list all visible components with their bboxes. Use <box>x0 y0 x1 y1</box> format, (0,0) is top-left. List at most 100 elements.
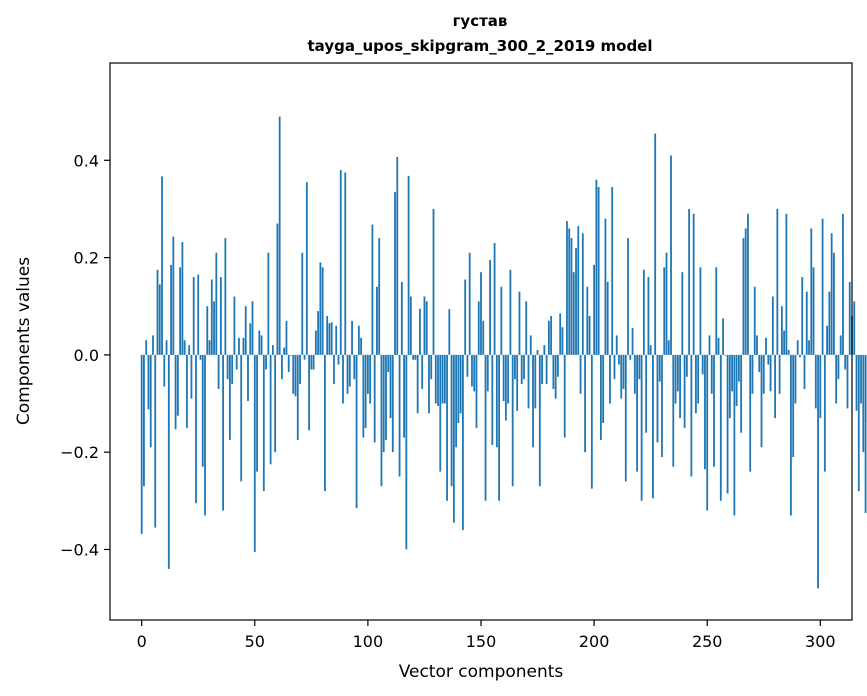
bar <box>430 354 433 380</box>
bar <box>145 340 148 355</box>
x-axis-label: Vector components <box>399 662 564 682</box>
bar <box>183 340 186 355</box>
bar <box>747 213 749 355</box>
bar <box>726 354 729 494</box>
bar <box>593 264 596 355</box>
bar <box>450 354 453 487</box>
bar <box>826 325 829 355</box>
bar <box>305 182 308 355</box>
x-axis: 0 50 100 150 200 250 300 <box>137 620 836 651</box>
bar <box>403 354 405 438</box>
bar <box>140 354 143 534</box>
bar <box>538 354 541 487</box>
bar <box>498 354 500 501</box>
bar <box>448 309 451 355</box>
bar <box>572 272 575 355</box>
bar <box>681 272 684 355</box>
bar <box>588 315 591 355</box>
y-axis: −0.4 −0.2 0.0 0.2 0.4 <box>60 151 110 559</box>
bar <box>452 354 455 523</box>
bar <box>394 191 396 355</box>
bar <box>545 354 548 385</box>
y-tick-label: −0.2 <box>60 443 99 462</box>
bar <box>541 354 543 385</box>
bar <box>688 208 691 355</box>
bar <box>256 354 258 472</box>
bar <box>376 286 378 355</box>
bar <box>532 354 534 448</box>
bar <box>147 354 150 410</box>
bar <box>419 308 421 355</box>
bar <box>864 354 867 513</box>
bar <box>527 354 530 409</box>
bar <box>783 330 786 355</box>
bar <box>163 354 166 387</box>
bar <box>857 354 860 492</box>
bar <box>396 156 399 355</box>
bar <box>158 284 161 355</box>
bar <box>622 354 625 389</box>
bar <box>204 354 206 516</box>
bar <box>514 354 516 380</box>
bar <box>278 116 281 355</box>
bar <box>516 354 519 411</box>
bar <box>559 313 562 355</box>
bar <box>699 267 702 355</box>
bar <box>518 291 521 355</box>
y-tick-label: 0.4 <box>74 151 99 170</box>
bar <box>774 354 776 419</box>
bar <box>412 354 415 360</box>
bar <box>848 281 851 355</box>
bar <box>391 354 394 453</box>
bar <box>618 354 620 365</box>
bar <box>265 354 267 370</box>
bar <box>837 354 840 380</box>
bar <box>409 296 412 355</box>
bar <box>398 354 401 477</box>
bar <box>468 252 471 355</box>
bar <box>602 354 605 423</box>
bar <box>695 354 697 414</box>
bar <box>647 277 650 355</box>
bar <box>342 354 344 404</box>
bar <box>364 354 367 428</box>
bar <box>455 354 458 448</box>
bar <box>597 187 600 355</box>
bar <box>710 354 713 394</box>
bar <box>787 350 790 355</box>
bar <box>143 354 145 487</box>
bar <box>586 286 589 355</box>
bar <box>290 354 292 356</box>
x-tick-label: 0 <box>137 632 147 651</box>
bar <box>690 354 693 477</box>
bar <box>735 354 738 406</box>
bar <box>201 354 204 467</box>
bar <box>652 354 654 499</box>
bar <box>534 354 537 409</box>
bar <box>296 354 299 441</box>
bar <box>611 187 614 355</box>
bar <box>814 354 817 409</box>
bar <box>432 208 435 355</box>
bar <box>636 354 638 472</box>
bar <box>344 172 347 355</box>
bar <box>667 340 670 355</box>
chart-subtitle: tayga_upos_skipgram_300_2_2019 model <box>308 37 653 55</box>
bar <box>152 335 154 355</box>
bar <box>206 306 209 355</box>
bar <box>808 340 810 355</box>
bar <box>324 354 326 492</box>
bar <box>713 354 715 467</box>
bar <box>765 337 767 355</box>
bar <box>839 335 842 355</box>
bar <box>656 354 659 443</box>
bar <box>314 330 317 355</box>
bar <box>477 301 480 355</box>
bar <box>796 340 799 355</box>
bar <box>543 345 546 355</box>
bar <box>706 354 709 511</box>
bar <box>579 354 582 394</box>
bar <box>197 274 200 355</box>
bar <box>253 354 256 552</box>
